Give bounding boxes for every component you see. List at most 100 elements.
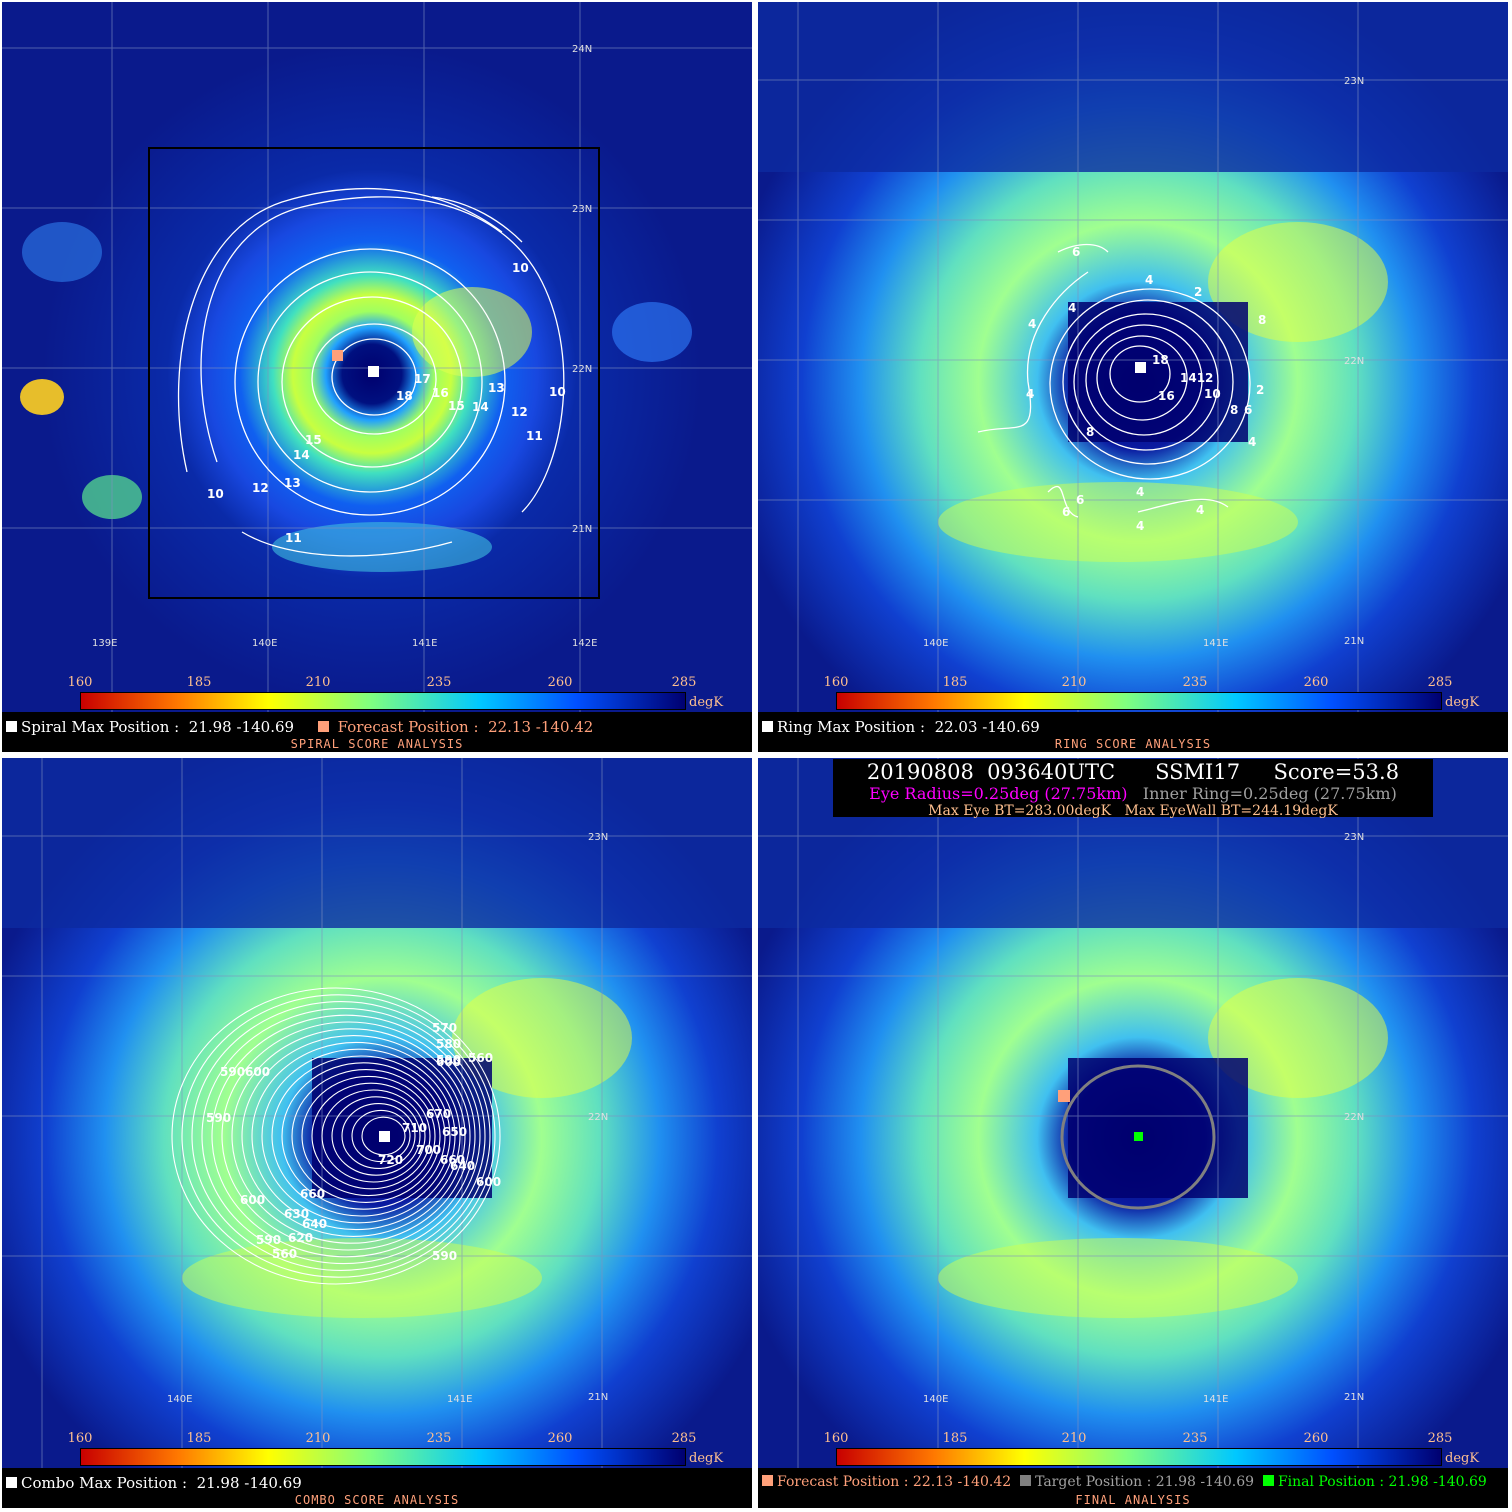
- final-map: 23N 22N 21N 140E 141E: [758, 758, 1508, 1468]
- header-line2: Eye Radius=0.25deg (27.75km) Inner Ring=…: [833, 784, 1433, 803]
- forecast-swatch: [317, 721, 329, 732]
- colorbar-tick: 160: [67, 675, 93, 690]
- lat-label: 21N: [1344, 1392, 1364, 1403]
- lat-label: 23N: [1344, 76, 1364, 87]
- combo-contour-line: [211, 1014, 481, 1258]
- contour-label: 14: [293, 448, 310, 462]
- combo-contours: [171, 987, 501, 1285]
- contour-label: 590: [256, 1233, 281, 1247]
- contour-label: 700: [416, 1143, 441, 1157]
- spiral-legend: Spiral Max Position : 21.98 -140.69 Fore…: [6, 718, 593, 736]
- contour-label: 6: [1072, 245, 1080, 259]
- lon-label: 140E: [252, 638, 277, 649]
- contour-label: 8: [1086, 425, 1094, 439]
- contour-label: 10: [512, 261, 529, 275]
- lon-label: 140E: [923, 638, 948, 649]
- ring-footer: Ring Max Position : 22.03 -140.69 RING S…: [758, 712, 1508, 752]
- colorbar-tick: 210: [1061, 1431, 1087, 1446]
- lat-label: 22N: [1344, 1112, 1364, 1123]
- contour-label: 18: [1152, 353, 1169, 367]
- spiral-contours: [177, 187, 565, 557]
- combo-contour-line: [341, 1103, 416, 1169]
- lat-label: 23N: [572, 204, 592, 215]
- colorbar-tick: 285: [671, 675, 697, 690]
- header-line3: Max Eye BT=283.00degK Max EyeWall BT=244…: [833, 803, 1433, 819]
- contour-label: 600: [240, 1193, 265, 1207]
- contour-label: 6: [1244, 403, 1252, 417]
- contour-label: 2: [1256, 383, 1264, 397]
- forecast-swatch: [762, 1475, 773, 1486]
- colorbar-tick: 260: [547, 1431, 573, 1446]
- max-eye-bt-text: Max Eye BT=283.00degK: [928, 803, 1112, 819]
- target-swatch: [1020, 1475, 1032, 1486]
- max-eyewall-bt-text: Max EyeWall BT=244.19degK: [1124, 803, 1338, 819]
- combo-contour-line: [291, 1069, 441, 1203]
- panel-title: RING SCORE ANALYSIS: [1054, 737, 1212, 751]
- contour-label: 1412: [1180, 371, 1213, 385]
- combo-max-marker: [379, 1131, 390, 1142]
- eye-radius-circle: [1060, 1064, 1216, 1210]
- lon-label: 141E: [1203, 638, 1228, 649]
- contour-label: 4: [1028, 317, 1036, 331]
- contour-label: 6: [1076, 493, 1084, 507]
- ring-max-swatch: [762, 721, 773, 732]
- colorbar-tick: 285: [1427, 1431, 1453, 1446]
- combo-contour-line: [251, 1041, 461, 1231]
- combo-contour-line: [361, 1116, 406, 1156]
- colorbar-tick: 235: [1182, 1431, 1208, 1446]
- contour-label: 650: [442, 1125, 467, 1139]
- forecast-value: 22.13 -140.42: [488, 718, 594, 736]
- combo-contour-line: [271, 1055, 451, 1217]
- lat-label: 23N: [1344, 832, 1364, 843]
- combo-max-label: Combo Max Position :: [21, 1474, 188, 1492]
- colorbar-tick: 160: [823, 675, 849, 690]
- lon-label: 141E: [1203, 1394, 1228, 1405]
- combo-contour-line: [261, 1048, 456, 1224]
- forecast-position-label: Forecast Position : 22.13 -140.42: [777, 1474, 1012, 1490]
- lat-label: 22N: [572, 364, 592, 375]
- lat-label: 24N: [572, 44, 592, 55]
- contour-label: 13: [488, 381, 505, 395]
- contour-label: 18: [396, 389, 413, 403]
- colorbar-tick: 160: [823, 1431, 849, 1446]
- contour-label: 630: [284, 1207, 309, 1221]
- colorbar-tick: 285: [671, 1431, 697, 1446]
- colorbar-unit: degK: [689, 1451, 724, 1466]
- contour-label: 4: [1136, 485, 1144, 499]
- lat-label: 21N: [572, 524, 592, 535]
- colorbar-tick: 210: [1061, 675, 1087, 690]
- contour-label: 560: [468, 1051, 493, 1065]
- combo-legend: Combo Max Position : 21.98 -140.69: [6, 1474, 302, 1492]
- final-position-label: Final Position : 21.98 -140.69: [1277, 1474, 1487, 1490]
- colorbar-tick: 235: [426, 1431, 452, 1446]
- panel-title: FINAL ANALYSIS: [1075, 1493, 1191, 1507]
- colorbar-tick: 260: [547, 675, 573, 690]
- lon-label: 141E: [412, 638, 437, 649]
- lon-label: 140E: [167, 1394, 192, 1405]
- combo-contour-line: [201, 1007, 486, 1265]
- combo-max-swatch: [6, 1477, 17, 1488]
- forecast-label: Forecast Position :: [337, 718, 479, 736]
- colorbar-tick: 210: [305, 1431, 331, 1446]
- combo-contour-line: [321, 1089, 426, 1183]
- combo-contour-line: [331, 1096, 421, 1176]
- final-position-marker: [1134, 1132, 1143, 1141]
- contour-label: 4: [1145, 273, 1153, 287]
- combo-contour-line: [351, 1109, 411, 1163]
- ring-contours: [977, 243, 1251, 518]
- inner-ring-text: Inner Ring=0.25deg (27.75km): [1142, 784, 1397, 803]
- colorbar: [836, 1448, 1442, 1466]
- lat-label: 21N: [1344, 636, 1364, 647]
- contour-label: 12: [511, 405, 528, 419]
- contour-label: 8: [1258, 313, 1266, 327]
- final-swatch: [1262, 1475, 1274, 1486]
- spiral-max-marker: [368, 366, 379, 377]
- contour-label: 12: [252, 481, 269, 495]
- contour-label: 11: [526, 429, 543, 443]
- colorbar: [836, 692, 1442, 710]
- lon-label: 139E: [92, 638, 117, 649]
- contour-label: 2: [1194, 285, 1202, 299]
- combo-contour-line: [241, 1035, 466, 1237]
- contour-label: 620: [288, 1231, 313, 1245]
- panel-title: COMBO SCORE ANALYSIS: [294, 1493, 460, 1507]
